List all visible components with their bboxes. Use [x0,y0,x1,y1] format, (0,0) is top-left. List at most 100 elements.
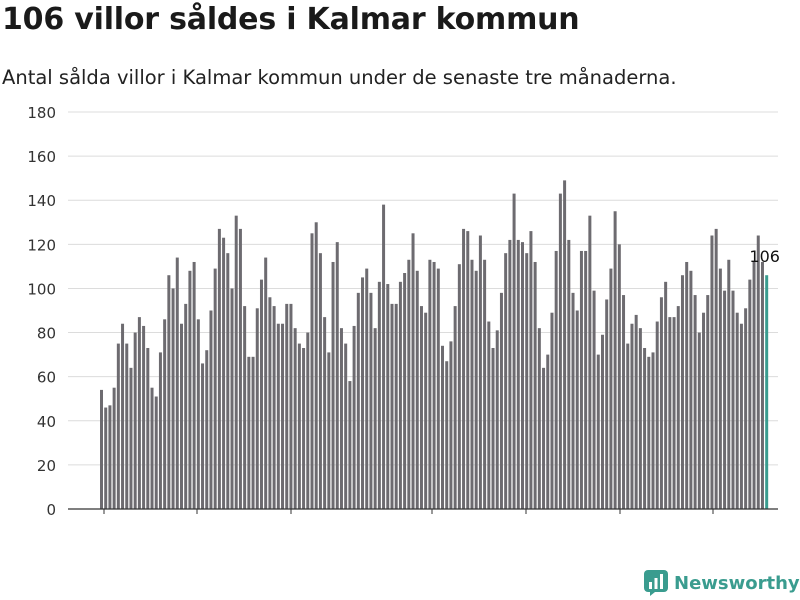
bar [230,288,234,509]
bar [731,290,735,509]
bar [567,239,571,509]
bar [760,261,764,509]
bar [238,228,242,509]
bar [116,343,120,509]
bar [525,253,529,509]
x-tick-label: 2012 [85,523,123,525]
bar [550,312,554,509]
bar [474,270,478,509]
bar [428,259,432,509]
bar [727,259,731,509]
bar [659,297,663,509]
bar [718,268,722,509]
bar [571,292,575,509]
bar [327,352,331,509]
bar [499,292,503,509]
bar [714,228,718,509]
bar [243,306,247,509]
bar [723,290,727,509]
bar [331,261,335,509]
bar [302,347,306,509]
bar [306,332,310,509]
bar [146,347,150,509]
bar [441,345,445,509]
bar [222,237,226,509]
bar [154,396,158,509]
bar [563,180,567,509]
chart-subtitle: Antal sålda villor i Kalmar kommun under… [2,66,677,89]
bar [285,303,289,509]
bar [626,343,630,509]
bar [281,323,285,509]
bar [356,292,360,509]
bar [483,259,487,509]
bar [457,264,461,509]
bar [386,284,390,509]
bar [651,352,655,509]
y-tick-label: 80 [37,325,56,343]
bar [398,281,402,509]
bar [533,261,537,509]
bar [592,290,596,509]
bar [676,306,680,509]
bar [247,356,251,509]
bar [163,319,167,509]
bar [579,250,583,509]
bar [609,268,613,509]
bar [335,242,339,509]
bar [689,270,693,509]
y-tick-label: 120 [27,236,56,254]
highlight-value-label: 106 [749,247,780,266]
newsworthy-logo: Newsworthy [644,570,800,596]
bar [756,235,760,509]
bar [133,332,137,509]
bar [470,259,474,509]
y-tick-label: 140 [27,192,56,210]
bar [201,363,205,509]
bar [735,312,739,509]
bar [323,317,327,509]
bar [478,235,482,509]
bar [125,343,129,509]
bar [706,295,710,509]
bar [546,354,550,509]
bar [521,242,524,509]
bar [339,328,343,509]
bar [710,235,714,509]
bar [752,261,756,509]
bar [142,325,146,509]
bar [504,253,508,509]
bar [205,350,209,509]
bar [453,306,457,509]
bar [272,306,276,509]
bar [617,244,621,510]
bar [584,250,588,509]
bar [373,328,377,509]
y-tick-label: 180 [27,104,56,122]
bar [192,261,196,509]
x-tick-label: 2021 [507,523,545,525]
bar [655,321,659,509]
bar [108,405,112,509]
bar [516,239,520,509]
bar [382,204,386,509]
x-tick-label: 2019 [413,523,451,525]
bar [314,222,318,509]
bar [234,215,238,509]
bar [209,310,213,509]
bar [558,193,562,509]
bar [217,228,221,509]
bar [537,328,541,509]
bar [491,347,495,509]
bar [369,292,373,509]
bar [348,381,352,509]
chart-title: 106 villor såldes i Kalmar kommun [2,2,580,37]
y-tick-label: 20 [37,457,56,475]
bar [542,367,546,509]
bar [276,323,280,509]
bar [634,314,638,509]
bar [394,303,398,509]
bar [702,312,706,509]
